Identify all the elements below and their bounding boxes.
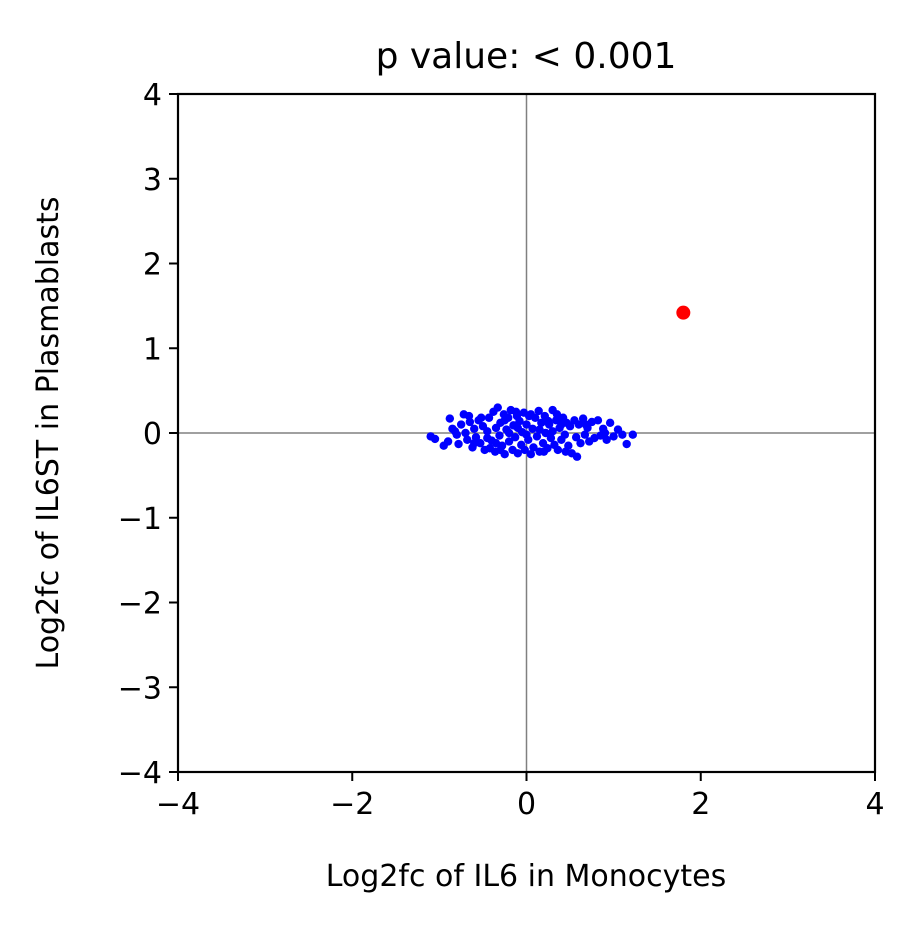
data-point (504, 437, 514, 446)
data-point (461, 428, 470, 438)
x-tick-label: −2 (330, 787, 374, 822)
y-tick-label: −2 (118, 587, 162, 622)
data-point (500, 416, 509, 425)
data-point (580, 430, 590, 439)
data-point (622, 439, 631, 449)
data-point (576, 438, 585, 448)
chart-title: p value: < 0.001 (376, 36, 677, 77)
data-point (574, 420, 583, 429)
data-point (560, 430, 570, 439)
data-point (491, 438, 501, 448)
data-point (454, 439, 463, 449)
data-point (513, 423, 522, 433)
data-point (628, 430, 637, 439)
data-point (496, 445, 505, 455)
data-point (609, 432, 618, 441)
data-point (557, 420, 566, 429)
data-point (548, 427, 557, 436)
data-point (572, 452, 582, 461)
data-point (526, 410, 536, 419)
data-point (504, 428, 514, 438)
data-point (511, 407, 521, 417)
y-tick-label: −1 (118, 502, 162, 537)
data-point (561, 447, 570, 456)
data-point (535, 425, 544, 434)
y-tick-label: −4 (118, 756, 162, 791)
data-point (534, 406, 543, 416)
data-point (463, 435, 472, 444)
data-point (515, 416, 524, 426)
x-tick-label: 2 (691, 787, 710, 822)
data-point (484, 413, 494, 422)
data-point (445, 414, 455, 423)
data-point (605, 418, 615, 428)
x-tick-label: 0 (517, 787, 536, 822)
data-point (470, 424, 479, 433)
data-point (513, 449, 522, 458)
data-point (600, 428, 610, 438)
x-axis-label: Log2fc of IL6 in Monocytes (326, 859, 727, 894)
plot-area: −4 −2 0 2 4 −4 −3 −2 −1 0 1 2 3 4 (118, 78, 885, 822)
data-point (618, 430, 627, 439)
data-point (483, 433, 492, 443)
data-point (456, 420, 466, 429)
data-point (526, 449, 536, 459)
data-point (483, 427, 492, 436)
data-point (495, 431, 504, 440)
data-point (464, 411, 474, 421)
data-point (450, 427, 460, 436)
data-point (565, 422, 575, 431)
y-tick-label: 0 (143, 417, 162, 452)
x-tick-label: −4 (156, 787, 200, 822)
data-point (593, 416, 603, 425)
data-point (532, 432, 542, 441)
data-point (485, 444, 495, 453)
data-point (581, 420, 590, 429)
y-tick-label: 3 (143, 163, 162, 198)
x-tick-label: 4 (865, 787, 884, 822)
data-point (602, 435, 611, 444)
outlier-point (676, 305, 691, 320)
y-tick-label: 4 (143, 78, 162, 113)
data-point (571, 433, 581, 442)
y-tick-label: −3 (118, 671, 162, 706)
data-point (522, 420, 531, 429)
data-point (510, 433, 520, 442)
data-point (537, 418, 546, 428)
data-point (546, 433, 556, 443)
y-tick-label: 1 (143, 332, 162, 367)
data-point (430, 434, 440, 444)
data-point (528, 424, 537, 433)
data-point (553, 445, 563, 455)
data-point (476, 438, 485, 448)
data-point (476, 413, 486, 422)
data-point (439, 441, 448, 450)
y-axis-label: Log2fc of IL6ST in Plasmablasts (31, 197, 66, 670)
data-point (520, 445, 529, 455)
data-point (544, 416, 553, 426)
data-point (552, 410, 562, 419)
data-point (470, 438, 479, 448)
data-point (493, 403, 502, 412)
data-point (541, 428, 550, 438)
y-tick-label: 2 (143, 248, 162, 283)
data-point (529, 443, 538, 452)
data-point (539, 447, 549, 456)
data-point (522, 430, 531, 439)
